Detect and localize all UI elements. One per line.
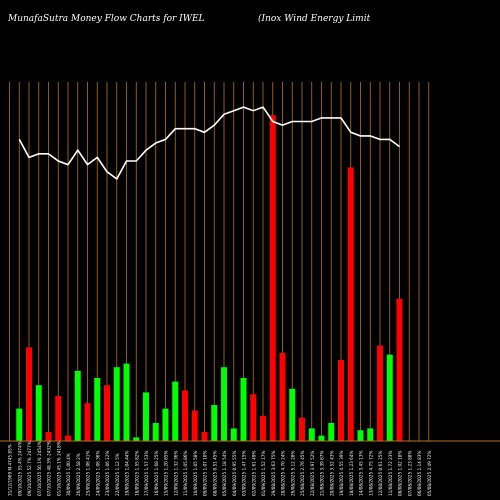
flow-bar [230, 428, 237, 441]
x-tick-label: 29/08/2025 3.63 75% [271, 451, 276, 496]
x-tick-label: 16/09/2025 1.68 25% [154, 451, 159, 496]
flow-bar [84, 403, 91, 441]
x-tick-label: 13/08/2025 4.75 72% [368, 451, 373, 496]
flow-bar [201, 432, 208, 441]
flow-bar [338, 360, 344, 441]
flow-bar [45, 432, 52, 441]
flow-bar [396, 298, 403, 441]
x-tick-label: 20/08/2025 3.52 43% [329, 451, 334, 496]
flow-bar [152, 423, 159, 441]
x-tick-label: 07/08/2025 1.23 88% [407, 451, 412, 496]
flow-bar [299, 417, 305, 441]
x-tick-label: 03/09/2025 1.47 15% [242, 451, 247, 496]
flow-bar [347, 167, 354, 441]
flow-bar [289, 388, 296, 441]
company-name: (Inox Wind Energy Limit [258, 14, 371, 24]
flow-bar [26, 347, 32, 441]
x-tick-label: 14/08/2025 3.45 13% [359, 451, 364, 496]
x-tick-label: 25/08/2025 2.76 45% [300, 451, 305, 496]
flow-bar [269, 115, 276, 441]
flow-bar [143, 392, 149, 441]
x-tick-label: 17/09/2025 1.57 53% [144, 451, 149, 496]
x-tick-label: 01/10/2025 45.1% 2418% [56, 441, 61, 496]
flow-bar [377, 345, 383, 441]
flow-bar [65, 435, 71, 441]
x-tick-label: 10/09/2025 1.05 58% [193, 451, 198, 496]
x-tick-label: 12/08/2025 0.61 25% [378, 451, 383, 496]
x-tick-label: 30/09/2025 1,00.4% [66, 453, 71, 496]
x-tick-label: 06/08/2025 1.14 83% [417, 451, 422, 496]
chart-title: MunafaSutra Money Flow Charts for IWEL [8, 14, 205, 24]
flow-bar [386, 354, 393, 441]
x-tick-label: 18/08/2025 1.23 64% [349, 451, 354, 496]
x-tick-label: 22/08/2025 3.97 52% [310, 451, 315, 496]
x-tick-label: 11/09/2025 1,05.86% [183, 451, 188, 496]
x-tick-label: 09/10/2025 55.4% 2474% [17, 441, 22, 496]
x-tick-label: 08/09/2025 0.51 45% [212, 451, 217, 496]
flow-bar [55, 396, 62, 441]
money-flow-bars [16, 115, 403, 441]
x-tick-label: 07/10/2025 50.1% 2454% [37, 441, 42, 496]
x-tick-label: 24/09/2025 1.06 36% [95, 451, 100, 496]
x-tick-label: 26/09/2025 2.58 2% [76, 453, 81, 496]
x-tick-label: 08/08/2025 1.02 18% [398, 451, 403, 496]
flow-bar [104, 385, 110, 441]
flow-bar [211, 405, 218, 441]
flow-bar [113, 367, 120, 441]
x-tick-label: 23/09/2025 1.06 12% [105, 451, 110, 496]
x-tick-label: 28/08/2025 4.70 24% [281, 451, 286, 496]
price-line [18, 106, 400, 181]
flow-bar [191, 410, 198, 441]
flow-bar [16, 408, 23, 441]
flow-bar [260, 415, 266, 441]
flow-bar [182, 390, 188, 441]
x-tick-label: 19/09/2025 1,04.44% [125, 451, 130, 496]
flow-bar [240, 378, 247, 441]
x-tick-label: 31/12/1969 M 4745.85% [8, 444, 13, 496]
flow-bar [74, 370, 81, 441]
x-tick-label: 25/09/2025 1.06 41% [86, 451, 91, 496]
flow-bar [367, 428, 374, 441]
flow-bar [308, 428, 315, 441]
x-tick-label: 21/08/2025 3.39 87% [320, 451, 325, 496]
flow-bar [133, 437, 140, 441]
flow-bar [162, 408, 169, 441]
flow-bar [35, 385, 42, 441]
flow-bar [279, 352, 286, 441]
x-tick-label: 26/08/2025 5.12 28% [290, 451, 295, 496]
flow-bar [94, 378, 101, 441]
x-tick-label: 05/08/2025 2.49 72% [427, 451, 432, 496]
x-tick-label: 22/09/2025 1.12 5% [115, 453, 120, 496]
flow-bar [318, 435, 325, 441]
flow-bar [328, 423, 335, 441]
x-tick-label: 07/10/2025 48.3% 2432% [47, 441, 52, 496]
flow-bar [221, 367, 227, 441]
flow-bar [172, 381, 179, 441]
x-tick-label: 11/08/2025 1.72 23% [388, 451, 393, 496]
x-tick-label: 18/09/2025 1.55 82% [134, 451, 139, 496]
flow-bar [250, 394, 257, 441]
x-tick-label: 01/09/2025 1.52 17% [261, 451, 266, 496]
flow-bar [123, 363, 130, 441]
x-tick-label: 12/09/2025 1.32 36% [173, 451, 178, 496]
x-tick-label: 05/09/2025 1.18 54% [222, 451, 227, 496]
x-tick-labels: 31/12/1969 M 4745.85% 09/10/2025 55.4% 24… [8, 441, 432, 496]
flow-bar [357, 430, 364, 441]
x-tick-label: 19/08/2025 4.55 39% [339, 451, 344, 496]
x-tick-label: 04/09/2025 0.95 55% [232, 451, 237, 496]
x-tick-label: 09/10/2025 52.7% 2477% [27, 441, 32, 496]
x-tick-label: 09/09/2025 1.07 10% [203, 451, 208, 496]
x-tick-label: 15/09/2025 1.20 85% [164, 451, 169, 496]
x-tick-label: 02/09/2025 1.61 49% [251, 451, 256, 496]
